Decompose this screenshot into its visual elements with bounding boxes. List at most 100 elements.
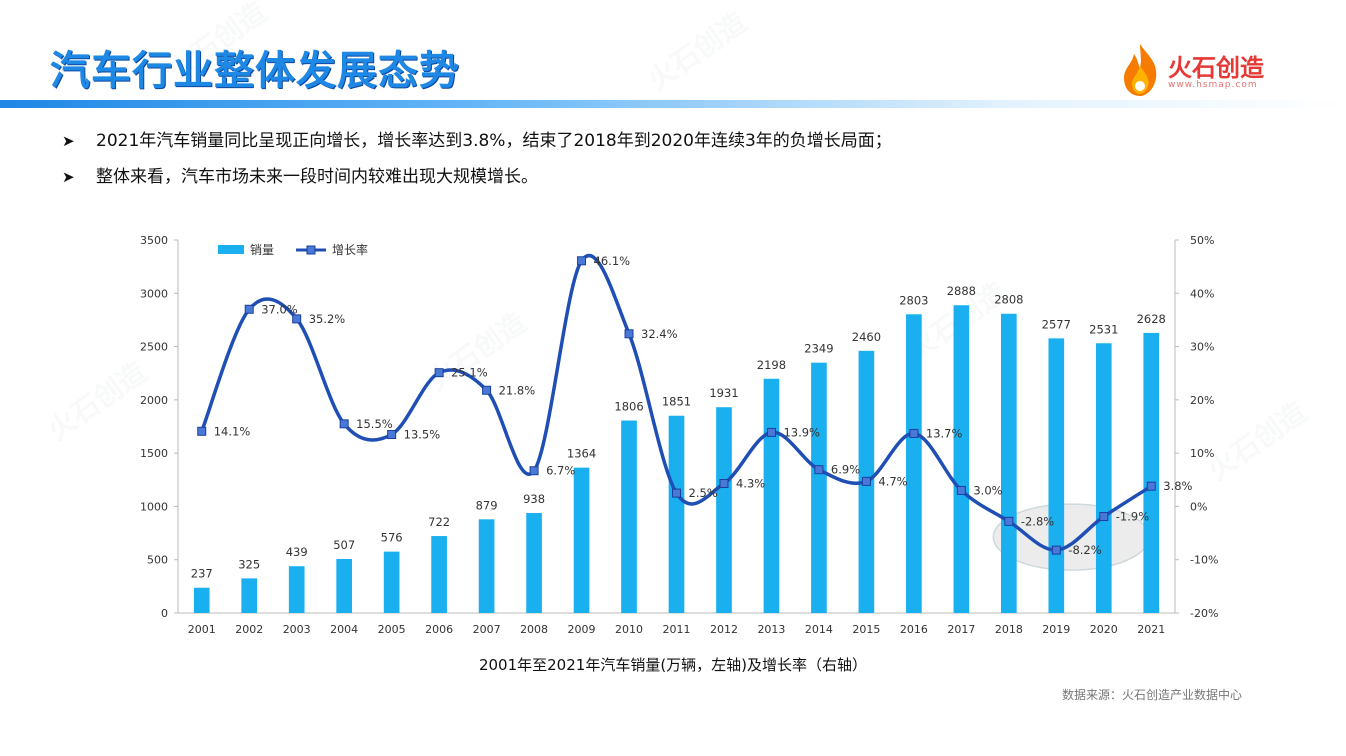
bullet-item: ➤ 2021年汽车销量同比呈现正向增长，增长率达到3.8%，结束了2018年到2… [62, 126, 892, 162]
bar-2005 [383, 551, 400, 613]
x-tick-label: 2015 [852, 623, 880, 636]
bar-2013 [763, 378, 780, 613]
growth-value-label: 6.7% [546, 464, 575, 478]
growth-value-label: -8.2% [1068, 543, 1101, 557]
bar-value-label: 938 [523, 492, 545, 506]
bar-2018 [1000, 313, 1017, 613]
growth-marker-2020 [1099, 512, 1109, 522]
left-tick-label: 3500 [140, 234, 168, 247]
title-underline [0, 100, 1346, 108]
bar-value-label: 1931 [709, 386, 738, 400]
growth-marker-2007 [482, 385, 492, 395]
growth-value-label: 2.5% [689, 486, 718, 500]
x-tick-label: 2021 [1137, 623, 1165, 636]
x-tick-label: 2019 [1042, 623, 1070, 636]
bullet-text: 2021年汽车销量同比呈现正向增长，增长率达到3.8%，结束了2018年到202… [96, 131, 892, 151]
growth-value-label: 21.8% [499, 383, 536, 397]
bar-2016 [906, 314, 922, 613]
left-tick-label: 0 [161, 607, 168, 620]
chart-title: 2001年至2021年汽车销量(万辆，左轴)及增长率（右轴） [478, 656, 868, 674]
flame-icon [1124, 44, 1157, 96]
bar-value-label: 1364 [567, 447, 596, 461]
x-tick-label: 2005 [378, 623, 406, 636]
right-tick-label: 50% [1190, 234, 1214, 247]
page-title: 汽车行业整体发展态势 [50, 48, 460, 94]
growth-marker-2021 [1146, 481, 1156, 491]
growth-marker-2003 [292, 314, 302, 324]
growth-value-label: 35.2% [309, 312, 346, 326]
x-tick-label: 2020 [1090, 623, 1118, 636]
bullet-text: 整体来看，汽车市场未来一段时间内较难出现大规模增长。 [96, 167, 538, 187]
bar-value-label: 1851 [662, 395, 691, 409]
bar-value-label: 2628 [1137, 312, 1166, 326]
bullet-list: ➤ 2021年汽车销量同比呈现正向增长，增长率达到3.8%，结束了2018年到2… [62, 126, 892, 198]
growth-value-label: 4.3% [736, 477, 765, 491]
left-tick-label: 1000 [140, 500, 168, 513]
left-tick-label: 3000 [140, 287, 168, 300]
growth-value-label: 15.5% [356, 417, 393, 431]
right-tick-label: -10% [1190, 554, 1218, 567]
growth-value-label: 46.1% [594, 254, 631, 268]
growth-value-label: 13.9% [783, 425, 820, 439]
growth-value-label: 4.7% [878, 474, 907, 488]
bar-2017 [953, 305, 970, 613]
legend-line-label: 增长率 [332, 242, 368, 257]
sales-growth-chart: 0 500 1000 1500 2000 2500 3000 3500 -20% -10% 0% 10… [140, 234, 1218, 636]
x-tick-label: 2010 [615, 623, 643, 636]
source-note: 数据来源：火石创造产业数据中心 [1061, 688, 1242, 702]
bar-value-label: 2803 [899, 293, 928, 307]
bar-2009 [573, 467, 590, 613]
bar-value-label: 507 [333, 538, 355, 552]
right-tick-label: -20% [1190, 607, 1218, 620]
growth-value-label: 6.9% [831, 463, 860, 477]
x-tick-label: 2001 [188, 623, 216, 636]
right-tick-label: 20% [1190, 394, 1214, 407]
right-tick-label: 10% [1190, 447, 1214, 460]
bar-2021 [1143, 332, 1160, 613]
growth-marker-2015 [861, 476, 871, 486]
bar-2001 [193, 587, 210, 613]
brand-logo: 火石创造 www.hsmap.com [1118, 42, 1278, 98]
growth-marker-2014 [814, 465, 824, 475]
bar-2012 [716, 407, 732, 613]
growth-value-label: -2.8% [1021, 514, 1054, 528]
legend-line-marker [306, 245, 316, 255]
bar-value-label: 2531 [1089, 322, 1118, 336]
x-tick-label: 2014 [805, 623, 833, 636]
growth-marker-2019 [1051, 545, 1061, 555]
legend-bar-swatch [218, 245, 244, 254]
x-tick-label: 2004 [330, 623, 358, 636]
bar-2003 [288, 566, 305, 613]
x-tick-label: 2009 [568, 623, 596, 636]
bar-2019 [1048, 338, 1065, 613]
growth-value-label: 14.1% [214, 424, 251, 438]
growth-marker-2005 [387, 429, 397, 439]
x-tick-label: 2011 [663, 623, 691, 636]
x-tick-label: 2006 [425, 623, 453, 636]
x-tick-label: 2002 [235, 623, 263, 636]
growth-marker-2017 [956, 485, 966, 495]
logo-url: www.hsmap.com [1168, 80, 1258, 90]
bar-value-label: 2808 [994, 293, 1023, 307]
bar-value-label: 1806 [614, 400, 643, 414]
growth-value-label: 25.1% [451, 366, 488, 380]
left-tick-label: 2000 [140, 394, 168, 407]
watermark: 火石创造 [641, 5, 753, 97]
growth-value-label: 3.0% [973, 483, 1002, 497]
right-tick-label: 0% [1190, 500, 1207, 513]
growth-marker-2016 [909, 428, 919, 438]
bar-value-label: 2460 [852, 330, 881, 344]
growth-marker-2002 [244, 304, 254, 314]
bar-value-label: 2349 [804, 342, 833, 356]
left-tick-label: 1500 [140, 447, 168, 460]
growth-marker-2001 [197, 426, 207, 436]
bullet-item: ➤ 整体来看，汽车市场未来一段时间内较难出现大规模增长。 [62, 162, 892, 198]
growth-value-label: 32.4% [641, 327, 678, 341]
x-tick-label: 2007 [473, 623, 501, 636]
arrow-bullet-icon: ➤ [62, 168, 75, 186]
growth-value-label: 3.8% [1163, 479, 1192, 493]
bar-value-label: 2198 [757, 358, 786, 372]
bar-value-label: 722 [428, 515, 450, 529]
growth-marker-2018 [1004, 516, 1014, 526]
growth-marker-2010 [624, 329, 634, 339]
